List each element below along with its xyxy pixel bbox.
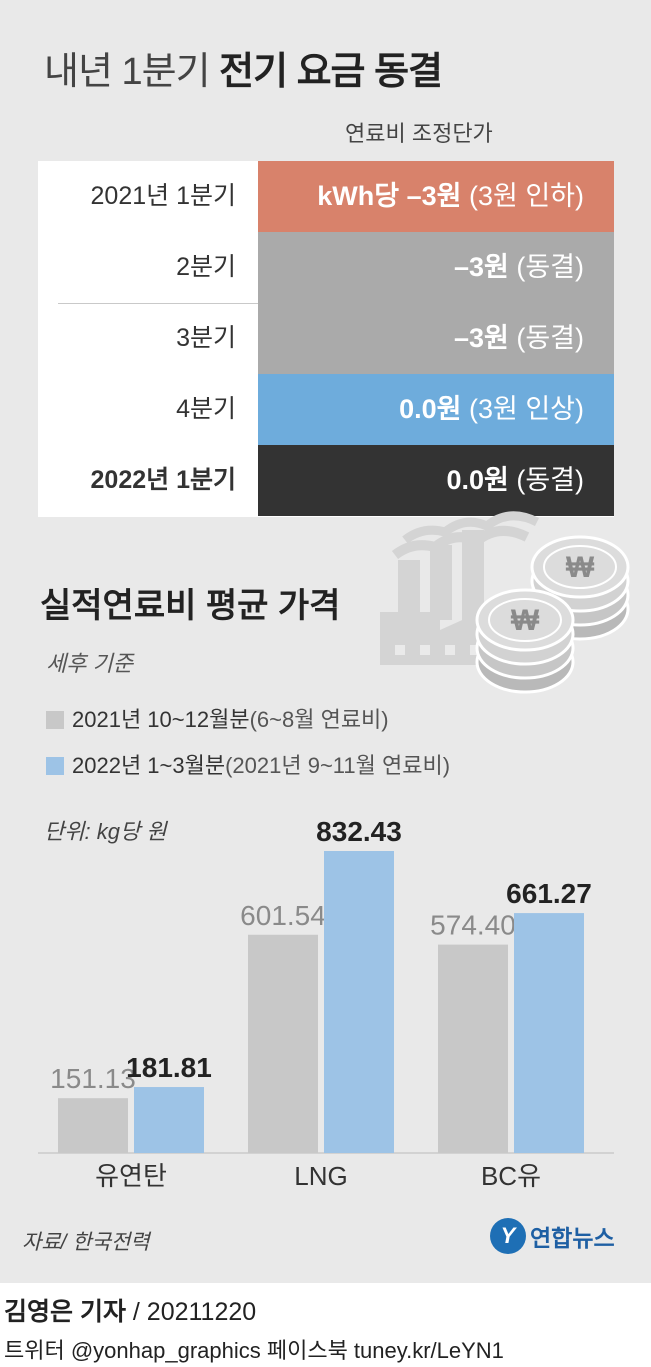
legend-item-2022: 2022년 1~3월분(2021년 9~11월 연료비) [46, 748, 450, 780]
data-label: 181.81 [126, 1052, 212, 1083]
unit-label: 단위: kg당 원 [44, 819, 167, 844]
table-row: 2022년 1분기 0.0원 (동결) [38, 445, 614, 516]
decoration-layer: ₩₩ [380, 511, 630, 694]
publish-date: / 20211220 [125, 1298, 257, 1326]
yonhap-logo-icon: Y [490, 1218, 526, 1254]
table-row: 2분기 –3원 (동결) [38, 232, 614, 303]
fuel-cost-value-cell: kWh당 –3원 (3원 인하) [258, 161, 614, 232]
page-title: 내년 1분기 전기 요금 동결 [44, 40, 443, 95]
legend-swatch-blue [46, 757, 64, 775]
legend-item-2021: 2021년 10~12월분(6~8월 연료비) [46, 702, 389, 734]
fuel-cost-note: (3원 인상) [468, 394, 584, 424]
fuel-price-chart: ₩₩ 151.13181.81유연탄601.54832.43LNG574.406… [38, 511, 630, 1191]
yonhap-logo: Y 연합뉴스 [490, 1218, 615, 1258]
table-row: 3분기 –3원 (동결) [38, 303, 614, 374]
quarter-label: 2분기 [176, 253, 236, 281]
fuel-cost-value: 0.0원 [399, 394, 462, 424]
won-symbol: ₩ [511, 604, 540, 637]
chart-title: 실적연료비 평균 가격 [40, 587, 341, 625]
bar [134, 1087, 204, 1153]
data-label: 574.40 [430, 910, 516, 941]
fuel-cost-note: (3원 인하) [468, 181, 584, 211]
quarter-label: 4분기 [176, 395, 236, 423]
legend-label: 2021년 10~12월분 [72, 707, 250, 732]
bar [324, 851, 394, 1153]
quarter-label: 2022년 1분기 [90, 466, 236, 494]
bar [58, 1098, 128, 1153]
fuel-cost-value-cell: 0.0원 (3원 인상) [258, 374, 614, 445]
fuel-cost-table: 2021년 1분기 kWh당 –3원 (3원 인하) 2분기 –3원 (동결) 3분기 –… [38, 161, 614, 517]
bar [248, 934, 318, 1153]
fuel-cost-note: (동결) [516, 323, 584, 353]
fuel-cost-value: –3원 [453, 323, 509, 353]
reporter-name: 김영은 기자 [4, 1298, 126, 1326]
table-column-heading: 연료비 조정단가 [345, 121, 493, 146]
won-symbol: ₩ [566, 551, 595, 584]
title-bold: 전기 요금 동결 [219, 51, 443, 93]
infographic-card: 내년 1분기 전기 요금 동결 연료비 조정단가 2021년 1분기 kWh당 –… [0, 0, 651, 1283]
table-row: 4분기 0.0원 (3원 인상) [38, 374, 614, 445]
coin-rim [488, 598, 562, 642]
fuel-cost-value: kWh당 –3원 [317, 181, 462, 211]
fuel-cost-value-cell: –3원 (동결) [258, 303, 614, 374]
fuel-cost-value-cell: –3원 (동결) [258, 232, 614, 303]
legend-swatch-gray [46, 711, 64, 729]
data-label: 661.27 [506, 878, 592, 909]
fuel-cost-note: (동결) [516, 252, 584, 282]
source-credit: 자료/ 한국전력 [22, 1231, 150, 1254]
fuel-cost-value: –3원 [453, 252, 509, 282]
quarter-label: 2021년 1분기 [90, 182, 236, 210]
coin-rim [543, 545, 617, 589]
category-label: BC유 [481, 1161, 541, 1191]
category-label: LNG [294, 1161, 347, 1191]
data-label: 601.54 [240, 900, 326, 931]
legend-label: 2022년 1~3월분 [72, 753, 226, 778]
quarter-label: 3분기 [176, 324, 236, 352]
legend-note: (2021년 9~11월 연료비) [225, 753, 451, 778]
won-coins-icon: ₩₩ [475, 535, 630, 694]
category-label: 유연탄 [95, 1161, 167, 1191]
table-row: 2021년 1분기 kWh당 –3원 (3원 인하) [38, 161, 614, 232]
fuel-cost-value: 0.0원 [446, 465, 509, 495]
fuel-cost-value-cell: 0.0원 (동결) [258, 445, 614, 516]
data-label: 151.13 [50, 1063, 136, 1094]
legend-note: (6~8월 연료비) [249, 707, 389, 732]
bar [514, 913, 584, 1153]
reporter-credit: 김영은 기자 / 20211220 [4, 1292, 256, 1328]
chart-subtitle: 세후 기준 [46, 651, 134, 676]
social-links: 트위터 @yonhap_graphics 페이스북 tuney.kr/LeYN1 [4, 1338, 504, 1363]
fuel-cost-note: (동결) [516, 465, 584, 495]
bar [438, 944, 508, 1153]
title-light: 내년 1분기 [44, 51, 211, 93]
data-label: 832.43 [316, 816, 402, 847]
yonhap-logo-text: 연합뉴스 [530, 1225, 615, 1251]
